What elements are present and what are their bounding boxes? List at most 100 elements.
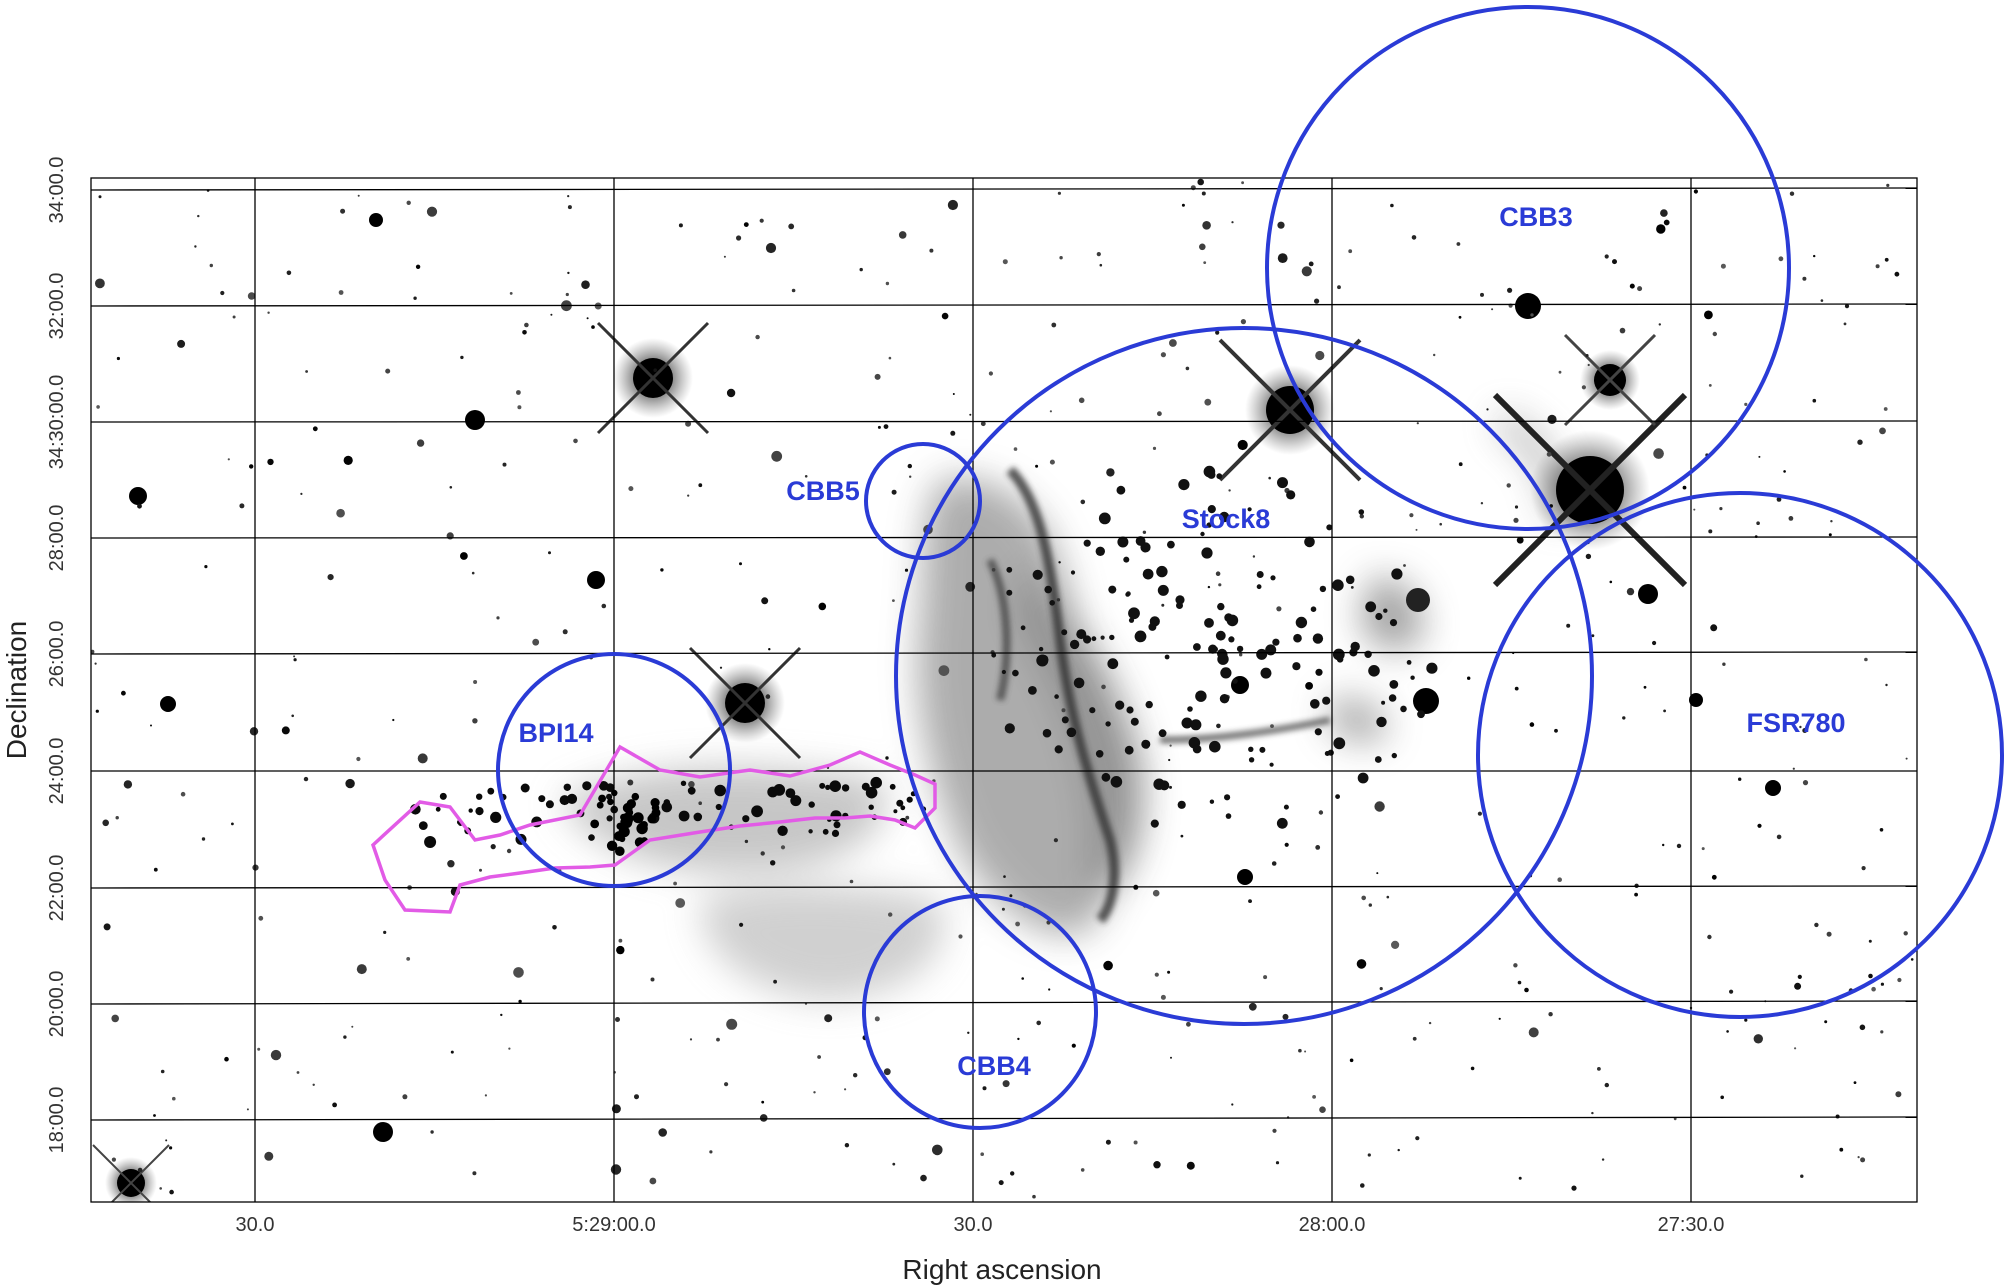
field-star xyxy=(312,1083,315,1087)
field-star xyxy=(1859,1024,1866,1031)
field-star xyxy=(249,464,254,469)
field-star xyxy=(1265,644,1277,656)
field-star xyxy=(1001,907,1005,911)
field-star xyxy=(450,1050,454,1054)
y-tick-label: 32:00.0 xyxy=(46,273,68,340)
field-star xyxy=(1412,1036,1417,1041)
field-star xyxy=(1157,411,1162,417)
field-star xyxy=(896,799,904,807)
field-star xyxy=(1894,271,1900,277)
field-star xyxy=(1200,531,1205,537)
field-star xyxy=(1905,757,1908,760)
field-star xyxy=(1374,801,1385,812)
field-star xyxy=(1091,636,1097,642)
field-star xyxy=(1507,287,1513,293)
field-star xyxy=(447,860,455,868)
field-star xyxy=(1013,447,1018,451)
field-star xyxy=(1292,662,1301,671)
field-star xyxy=(687,786,696,795)
field-star xyxy=(1272,638,1280,646)
field-star xyxy=(773,784,786,796)
field-star xyxy=(950,430,956,436)
field-star xyxy=(1428,1021,1432,1025)
field-star xyxy=(829,780,841,792)
field-star xyxy=(859,267,863,272)
field-star xyxy=(165,1139,168,1142)
field-star xyxy=(1397,1148,1400,1152)
field-star xyxy=(351,1025,354,1028)
field-star xyxy=(771,450,783,462)
field-star xyxy=(1336,656,1344,663)
field-star xyxy=(1864,657,1868,662)
field-star xyxy=(1514,505,1519,509)
x-axis: 30.0 5:29:00.0 30.0 28:00.0 27:30.0 Righ… xyxy=(236,1214,1725,1285)
field-star xyxy=(1708,384,1712,387)
field-star xyxy=(1802,728,1808,733)
field-star xyxy=(1844,304,1850,309)
field-star xyxy=(1056,598,1061,602)
field-star xyxy=(1150,819,1159,828)
field-star xyxy=(1270,724,1274,728)
field-star xyxy=(1403,564,1406,567)
field-star xyxy=(1361,895,1366,901)
coordinate-grid xyxy=(90,177,1918,1203)
field-star xyxy=(1426,662,1438,674)
field-star xyxy=(1157,584,1169,596)
field-star xyxy=(1186,1161,1195,1170)
field-star xyxy=(1110,776,1123,788)
field-star xyxy=(591,325,595,329)
field-star xyxy=(426,206,438,217)
field-star xyxy=(883,424,889,429)
field-star xyxy=(1824,1020,1828,1024)
field-star xyxy=(1310,606,1317,612)
field-star xyxy=(1167,970,1171,974)
field-star xyxy=(1707,934,1712,940)
field-star xyxy=(1259,746,1266,753)
field-star xyxy=(988,371,994,376)
field-star xyxy=(1868,973,1873,979)
field-star xyxy=(817,1055,821,1059)
field-star xyxy=(305,370,308,373)
field-star xyxy=(688,781,695,788)
field-star xyxy=(770,860,776,866)
field-star xyxy=(755,334,760,340)
field-star xyxy=(1673,1117,1677,1121)
field-star xyxy=(197,214,200,218)
field-star xyxy=(1314,298,1320,304)
field-star xyxy=(1612,259,1617,265)
field-star xyxy=(885,756,889,760)
field-star xyxy=(616,945,625,955)
y-axis-label: Declination xyxy=(1,621,32,760)
field-star xyxy=(1301,266,1312,277)
field-star xyxy=(567,205,572,210)
field-star xyxy=(1458,315,1462,319)
field-star xyxy=(1277,477,1288,489)
field-star xyxy=(415,264,421,269)
field-star xyxy=(424,836,437,848)
field-star xyxy=(1020,625,1026,631)
field-star xyxy=(1080,499,1086,505)
field-star xyxy=(765,694,771,699)
field-star xyxy=(581,280,590,290)
field-star xyxy=(804,475,808,478)
field-star xyxy=(739,922,744,927)
field-star xyxy=(116,356,120,361)
field-star xyxy=(1776,834,1782,840)
field-star xyxy=(1190,719,1202,731)
field-star xyxy=(357,194,360,197)
field-star xyxy=(1319,585,1327,593)
field-star xyxy=(675,898,686,908)
field-star xyxy=(1708,529,1713,534)
field-star xyxy=(1218,583,1222,587)
field-star xyxy=(500,1013,503,1017)
field-star xyxy=(1386,895,1390,899)
field-star xyxy=(653,368,657,373)
field-star xyxy=(1168,758,1171,762)
field-star xyxy=(1145,700,1153,709)
field-star xyxy=(172,1096,176,1101)
field-star xyxy=(932,1144,943,1156)
field-star xyxy=(356,964,367,975)
field-star xyxy=(1710,624,1718,632)
field-star xyxy=(1095,546,1106,556)
field-star xyxy=(573,438,578,444)
